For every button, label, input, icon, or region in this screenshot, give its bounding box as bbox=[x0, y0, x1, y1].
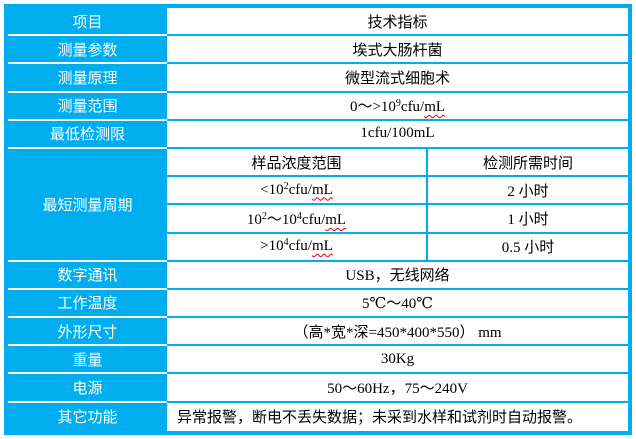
cycle-mid-middle: ～10 bbox=[266, 211, 297, 228]
cycle-row-mid: 102～104cfu/mL 1 小时 bbox=[8, 205, 629, 234]
cycle-mid-unit: cfu/ bbox=[301, 211, 326, 228]
cycle-low-unit: cfu/ bbox=[288, 181, 312, 198]
row-working-temp: 工作温度 5℃～40℃ bbox=[8, 289, 629, 319]
cycle-header-concentration: 样品浓度范围 bbox=[167, 148, 428, 178]
row-value-measure-params: 埃式大肠杆菌 bbox=[167, 36, 629, 65]
row-dimensions: 外形尺寸 （高*宽*深=450*400*550） mm bbox=[8, 318, 629, 347]
row-value-measure-principle: 微型流式细胞术 bbox=[167, 64, 629, 93]
row-power: 电源 50～60Hz，75～240V bbox=[8, 374, 629, 403]
range-exponent: 9 bbox=[395, 98, 401, 110]
row-label-measure-principle: 测量原理 bbox=[8, 64, 167, 93]
row-label-working-temp: 工作温度 bbox=[8, 289, 167, 319]
row-label-measure-range: 测量范围 bbox=[8, 92, 167, 121]
row-label-weight: 重量 bbox=[8, 346, 167, 375]
row-value-other-functions: 异常报警，断电不丢失数据；未采到水样和试剂时自动报警。 bbox=[167, 402, 629, 431]
spec-table: 项目 技术指标 测量参数 埃式大肠杆菌 测量原理 微型流式细胞术 测量范围 0～… bbox=[4, 4, 633, 435]
header-indicator-cell: 技术指标 bbox=[167, 8, 629, 37]
cycle-low-unit-ml: mL bbox=[311, 181, 333, 198]
row-label-power: 电源 bbox=[8, 374, 167, 403]
cycle-high-unit-ml: mL bbox=[311, 238, 333, 255]
row-label-measure-cycle: 最短测量周期 bbox=[8, 148, 167, 262]
row-value-dimensions: （高*宽*深=450*400*550） mm bbox=[167, 318, 629, 347]
range-base: 0～>10 bbox=[349, 99, 396, 116]
row-measure-principle: 测量原理 微型流式细胞术 bbox=[8, 64, 629, 93]
cycle-range-low: <102cfu/mL bbox=[167, 177, 428, 206]
row-digital-comm: 数字通讯 USB，无线网络 bbox=[8, 261, 629, 290]
header-row: 项目 技术指标 bbox=[8, 8, 629, 37]
cycle-mid-exponent2: 4 bbox=[296, 210, 302, 222]
cycle-high-exponent: 4 bbox=[283, 237, 289, 249]
row-value-digital-comm: USB，无线网络 bbox=[167, 261, 629, 290]
cycle-low-exponent: 2 bbox=[283, 180, 289, 192]
cycle-mid-exponent1: 2 bbox=[261, 210, 267, 222]
cycle-row-low: <102cfu/mL 2 小时 bbox=[8, 177, 629, 206]
cycle-high-unit: cfu/ bbox=[288, 238, 312, 255]
cycle-row-high: >104cfu/mL 0.5 小时 bbox=[8, 233, 629, 262]
cycle-range-mid: 102～104cfu/mL bbox=[167, 205, 428, 234]
row-value-detection-limit: 1cfu/100mL bbox=[167, 120, 629, 149]
row-measure-params: 测量参数 埃式大肠杆菌 bbox=[8, 36, 629, 65]
range-unit-ml: mL bbox=[424, 99, 446, 116]
row-label-detection-limit: 最低检测限 bbox=[8, 120, 167, 149]
row-label-other-functions: 其它功能 bbox=[8, 402, 167, 431]
cycle-time-high: 0.5 小时 bbox=[428, 233, 629, 262]
cycle-time-low: 2 小时 bbox=[428, 177, 629, 206]
row-detection-limit: 最低检测限 1cfu/100mL bbox=[8, 120, 629, 149]
cycle-header-row: 最短测量周期 样品浓度范围 检测所需时间 bbox=[8, 148, 629, 262]
row-weight: 重量 30Kg bbox=[8, 346, 629, 375]
cycle-header-time: 检测所需时间 bbox=[428, 148, 629, 178]
cycle-time-mid: 1 小时 bbox=[428, 205, 629, 234]
row-label-dimensions: 外形尺寸 bbox=[8, 318, 167, 347]
range-unit: cfu/ bbox=[400, 99, 425, 116]
cycle-high-base: >10 bbox=[260, 238, 284, 255]
cycle-range-high: >104cfu/mL bbox=[167, 233, 428, 262]
cycle-mid-unit-ml: mL bbox=[325, 211, 347, 228]
cycle-mid-base: 10 bbox=[246, 211, 262, 228]
header-item-cell: 项目 bbox=[8, 8, 167, 37]
row-label-measure-params: 测量参数 bbox=[8, 36, 167, 65]
row-value-measure-range: 0～>109cfu/mL bbox=[167, 92, 629, 121]
row-value-working-temp: 5℃～40℃ bbox=[167, 289, 629, 319]
row-value-power: 50～60Hz，75～240V bbox=[167, 374, 629, 403]
row-measure-range: 测量范围 0～>109cfu/mL bbox=[8, 92, 629, 121]
row-value-weight: 30Kg bbox=[167, 346, 629, 375]
row-label-digital-comm: 数字通讯 bbox=[8, 261, 167, 290]
row-other-functions: 其它功能 异常报警，断电不丢失数据；未采到水样和试剂时自动报警。 bbox=[8, 402, 629, 431]
cycle-low-base: <10 bbox=[260, 181, 284, 198]
